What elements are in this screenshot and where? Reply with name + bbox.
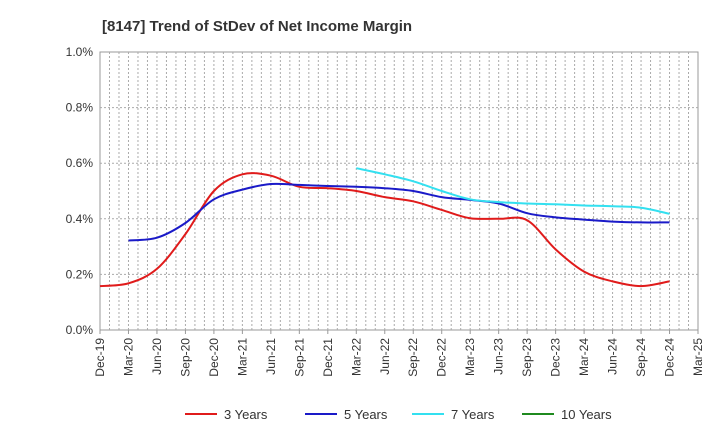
chart-title: [8147] Trend of StDev of Net Income Marg… — [102, 18, 412, 35]
x-tick-label: Dec-22 — [435, 338, 449, 377]
series-line-3-years — [99, 172, 670, 288]
x-tick-label: Jun-21 — [264, 338, 278, 375]
legend-label: 5 Years — [344, 407, 388, 422]
x-tick-label: Dec-24 — [663, 338, 677, 377]
x-tick-label: Mar-20 — [121, 338, 135, 376]
x-tick-label: Dec-20 — [207, 338, 221, 377]
x-tick-label: Sep-23 — [520, 338, 534, 377]
legend-label: 7 Years — [451, 407, 495, 422]
x-tick-label: Jun-24 — [606, 338, 620, 375]
x-tick-label: Dec-23 — [549, 338, 563, 377]
x-axis-ticks: Dec-19 Mar-20 Jun-20 Sep-20 Dec-20 Mar-21 Jun-… — [93, 330, 705, 377]
y-tick-label: 0.6% — [66, 156, 94, 170]
x-tick-label: Mar-22 — [349, 338, 363, 376]
x-tick-label: Mar-24 — [577, 338, 591, 376]
x-tick-label: Mar-23 — [463, 338, 477, 376]
series-line-7-years — [356, 167, 670, 215]
x-tick-label: Sep-20 — [178, 338, 192, 377]
x-tick-label: Jun-20 — [150, 338, 164, 375]
series-lines — [99, 167, 670, 288]
x-tick-label: Jun-23 — [492, 338, 506, 375]
legend-label: 3 Years — [224, 407, 268, 422]
y-tick-label: 0.8% — [66, 101, 94, 115]
x-tick-label: Dec-19 — [93, 338, 107, 377]
series-line-5-years — [128, 182, 670, 242]
y-tick-label: 0.4% — [66, 212, 94, 226]
x-tick-label: Dec-21 — [321, 338, 335, 377]
y-axis-ticks: 0.0% 0.2% 0.4% 0.6% 0.8% 1.0% — [66, 45, 94, 337]
y-tick-label: 0.0% — [66, 323, 94, 337]
x-tick-label: Sep-22 — [406, 338, 420, 377]
x-tick-label: Sep-21 — [292, 338, 306, 377]
plot-area — [99, 51, 699, 331]
y-tick-label: 1.0% — [66, 45, 94, 59]
legend-label: 10 Years — [561, 407, 612, 422]
x-tick-label: Mar-25 — [691, 338, 705, 376]
x-tick-label: Jun-22 — [378, 338, 392, 375]
x-tick-label: Mar-21 — [235, 338, 249, 376]
y-tick-label: 0.2% — [66, 267, 94, 281]
x-tick-label: Sep-24 — [634, 338, 648, 377]
legend: 3 Years 5 Years 7 Years 10 Years — [185, 407, 612, 422]
